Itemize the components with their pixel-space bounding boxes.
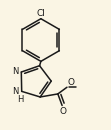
Text: H: H <box>17 95 24 104</box>
Text: N: N <box>12 87 19 96</box>
Text: Cl: Cl <box>36 9 45 18</box>
Text: O: O <box>68 78 75 87</box>
Text: O: O <box>59 107 66 116</box>
Text: N: N <box>12 67 18 76</box>
